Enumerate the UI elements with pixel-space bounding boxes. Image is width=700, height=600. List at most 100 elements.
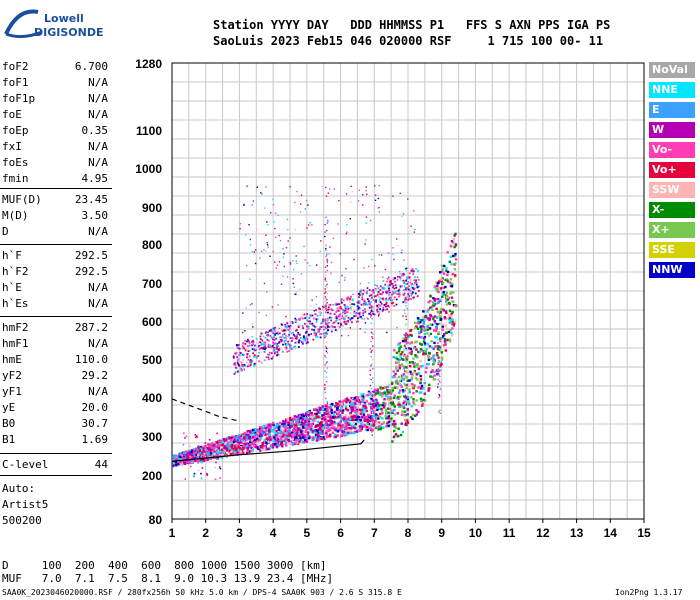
echo-point bbox=[377, 421, 380, 424]
echo-point bbox=[248, 436, 251, 439]
echo-point bbox=[302, 414, 306, 418]
echo-point bbox=[420, 318, 423, 322]
echo-point bbox=[383, 404, 386, 407]
echo-point bbox=[405, 278, 408, 281]
echo-point bbox=[352, 409, 356, 413]
echo-point bbox=[197, 459, 200, 463]
echo-point bbox=[365, 186, 367, 188]
logo-lowell: Lowell bbox=[44, 12, 84, 25]
echo-point bbox=[441, 325, 444, 328]
legend-nne: NNE bbox=[649, 82, 695, 98]
echo-point bbox=[326, 361, 328, 363]
echo-point bbox=[252, 343, 254, 346]
echo-point bbox=[357, 402, 360, 406]
echo-point bbox=[433, 319, 436, 323]
echo-point bbox=[267, 430, 271, 433]
echo-point bbox=[385, 292, 388, 295]
echo-point bbox=[388, 398, 391, 401]
echo-point bbox=[410, 286, 413, 289]
echo-point bbox=[305, 440, 309, 443]
echo-point bbox=[242, 368, 245, 371]
echo-point bbox=[283, 420, 287, 424]
echo-point bbox=[334, 427, 338, 430]
echo-point bbox=[345, 428, 348, 431]
echo-point bbox=[293, 433, 296, 437]
echo-point bbox=[237, 344, 240, 346]
echo-point bbox=[296, 429, 299, 432]
echo-point bbox=[267, 335, 270, 338]
echo-point bbox=[370, 365, 372, 367]
echo-point bbox=[374, 295, 377, 298]
echo-point bbox=[372, 390, 376, 393]
echo-point bbox=[405, 371, 407, 374]
echo-point bbox=[273, 328, 276, 331]
echo-point bbox=[238, 434, 241, 437]
echo-point bbox=[403, 395, 406, 398]
echo-point bbox=[272, 423, 275, 426]
echo-point bbox=[347, 296, 350, 299]
echo-point bbox=[339, 426, 343, 430]
echo-point bbox=[268, 353, 271, 356]
echo-point bbox=[231, 452, 234, 455]
echo-point bbox=[319, 432, 323, 436]
echo-point bbox=[209, 453, 212, 457]
echo-point bbox=[450, 331, 453, 334]
echo-point bbox=[361, 296, 363, 299]
echo-point bbox=[290, 332, 293, 335]
echo-point bbox=[395, 377, 399, 380]
echo-point bbox=[394, 386, 397, 389]
echo-point bbox=[407, 288, 410, 291]
echo-point bbox=[435, 336, 438, 339]
echo-point bbox=[403, 418, 407, 422]
echo-point bbox=[267, 358, 270, 361]
echo-point bbox=[302, 327, 305, 329]
echo-point bbox=[208, 447, 212, 450]
echo-point bbox=[437, 342, 439, 344]
echo-point bbox=[404, 268, 407, 270]
echo-point bbox=[358, 316, 361, 319]
echo-point bbox=[412, 270, 415, 272]
echo-point bbox=[299, 334, 301, 336]
echo-point bbox=[399, 277, 402, 279]
echo-point bbox=[385, 416, 388, 420]
echo-point bbox=[259, 444, 262, 448]
echo-point bbox=[292, 333, 295, 336]
echo-point bbox=[352, 421, 356, 425]
echo-point bbox=[242, 344, 245, 347]
echo-point bbox=[362, 204, 364, 206]
echo-point bbox=[210, 452, 213, 456]
echo-point bbox=[385, 410, 389, 414]
echo-point bbox=[290, 418, 293, 422]
echo-point bbox=[394, 291, 397, 294]
echo-point bbox=[446, 273, 449, 277]
echo-point bbox=[237, 452, 240, 456]
echo-point bbox=[273, 338, 276, 341]
echo-point bbox=[412, 288, 415, 291]
echo-point bbox=[428, 345, 432, 348]
echo-point bbox=[387, 389, 391, 392]
echo-point bbox=[273, 221, 275, 223]
echo-point bbox=[304, 259, 307, 261]
echo-point bbox=[402, 301, 405, 304]
echo-point bbox=[424, 371, 427, 374]
echo-point bbox=[350, 396, 353, 400]
echo-point bbox=[394, 280, 396, 283]
echo-point bbox=[320, 415, 324, 418]
echo-point bbox=[335, 317, 337, 319]
echo-point bbox=[329, 414, 332, 417]
echo-point bbox=[313, 332, 316, 335]
echo-point bbox=[235, 435, 239, 439]
echo-point bbox=[215, 453, 218, 457]
echo-point bbox=[228, 436, 231, 440]
echo-point bbox=[299, 317, 302, 320]
echo-point bbox=[409, 279, 412, 281]
echo-point bbox=[266, 221, 268, 223]
echo-point bbox=[278, 234, 280, 237]
echo-point bbox=[174, 457, 178, 461]
echo-point bbox=[444, 310, 448, 313]
param-value: N/A bbox=[88, 140, 108, 153]
echo-point bbox=[271, 446, 275, 449]
echo-point bbox=[323, 433, 327, 436]
echo-point bbox=[320, 240, 322, 242]
echo-point bbox=[300, 421, 303, 424]
